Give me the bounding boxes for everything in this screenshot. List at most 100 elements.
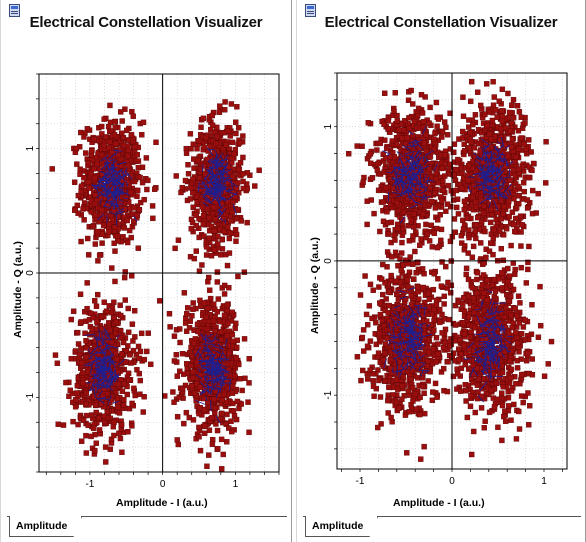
window-document-icon[interactable]: [305, 4, 316, 17]
data-point: [196, 234, 202, 241]
data-point: [368, 160, 374, 166]
data-point: [524, 205, 531, 211]
data-point: [174, 437, 180, 443]
data-point: [54, 360, 61, 366]
data-point: [207, 287, 213, 293]
data-point: [221, 221, 228, 227]
data-point: [520, 180, 527, 186]
data-point: [99, 131, 105, 137]
data-point: [203, 244, 210, 250]
data-point: [434, 123, 440, 129]
data-point: [505, 90, 511, 97]
data-point: [78, 238, 84, 245]
data-point: [153, 139, 159, 146]
data-point: [228, 218, 234, 224]
core-stroke: [197, 187, 208, 190]
data-point: [92, 298, 98, 304]
data-point: [399, 239, 405, 246]
constellation-panel-left: Electrical Constellation Visualizer -1 0 1…: [0, 0, 292, 542]
data-point: [126, 199, 132, 205]
data-point: [452, 229, 458, 235]
data-point: [196, 137, 203, 144]
data-point: [119, 449, 125, 455]
data-point: [499, 113, 506, 120]
tab-amplitude[interactable]: Amplitude: [9, 516, 83, 537]
core-stroke: [102, 193, 109, 197]
data-point: [88, 198, 94, 204]
core-stroke: [99, 198, 103, 205]
data-point: [487, 219, 494, 226]
data-point: [400, 209, 407, 215]
data-point: [119, 351, 125, 358]
data-point: [174, 414, 181, 420]
data-point: [211, 150, 217, 156]
data-point: [100, 201, 107, 207]
data-point: [371, 210, 377, 217]
data-point: [226, 235, 233, 242]
data-point: [193, 212, 200, 218]
data-point: [433, 99, 440, 106]
data-point: [241, 269, 248, 275]
core-stroke: [112, 198, 118, 200]
data-point: [233, 355, 239, 361]
data-point: [177, 326, 183, 332]
core-stroke: [212, 334, 218, 342]
data-point: [225, 224, 231, 230]
data-point: [213, 421, 219, 427]
data-point: [112, 248, 118, 254]
data-point: [221, 391, 227, 398]
data-point: [439, 198, 445, 204]
core-stroke: [114, 208, 125, 214]
core-stroke: [96, 335, 104, 346]
data-point: [191, 255, 198, 262]
data-point: [114, 356, 120, 363]
core-stroke: [216, 358, 219, 367]
core-stroke: [88, 388, 96, 391]
data-point: [513, 215, 519, 222]
data-point: [85, 422, 91, 429]
data-point: [218, 337, 225, 343]
data-point: [108, 396, 115, 403]
data-point: [130, 348, 137, 354]
data-point: [224, 439, 230, 445]
data-point: [423, 221, 429, 228]
core-stroke: [195, 374, 203, 379]
core-stroke: [109, 374, 116, 384]
core-stroke: [102, 330, 109, 334]
data-point: [465, 250, 471, 256]
data-point: [238, 218, 244, 224]
core-stroke: [97, 374, 100, 387]
data-point: [121, 214, 128, 221]
core-stroke: [106, 177, 113, 180]
data-point: [137, 199, 144, 206]
data-point: [467, 98, 474, 105]
data-point: [221, 291, 228, 297]
data-point: [472, 168, 479, 174]
window-document-icon[interactable]: [9, 4, 20, 17]
data-point: [509, 136, 516, 142]
data-point: [390, 185, 396, 192]
data-point: [66, 393, 72, 400]
core-stroke: [218, 216, 224, 222]
core-stroke: [205, 195, 212, 203]
data-point: [112, 278, 118, 285]
data-point: [199, 203, 206, 210]
data-point: [83, 390, 89, 396]
data-point: [103, 134, 109, 140]
data-point: [435, 217, 441, 223]
core-stroke: [126, 181, 128, 187]
core-stroke: [206, 181, 217, 184]
data-point: [89, 325, 95, 332]
data-point: [218, 466, 225, 472]
data-point: [78, 438, 85, 444]
data-point: [116, 147, 123, 153]
data-point: [184, 311, 190, 317]
data-point: [455, 211, 462, 217]
data-point: [224, 262, 231, 269]
data-point: [406, 125, 412, 131]
data-point: [182, 177, 189, 184]
data-point: [114, 233, 121, 239]
core-stroke: [209, 186, 220, 189]
core-stroke: [111, 376, 113, 387]
data-point: [224, 302, 230, 309]
